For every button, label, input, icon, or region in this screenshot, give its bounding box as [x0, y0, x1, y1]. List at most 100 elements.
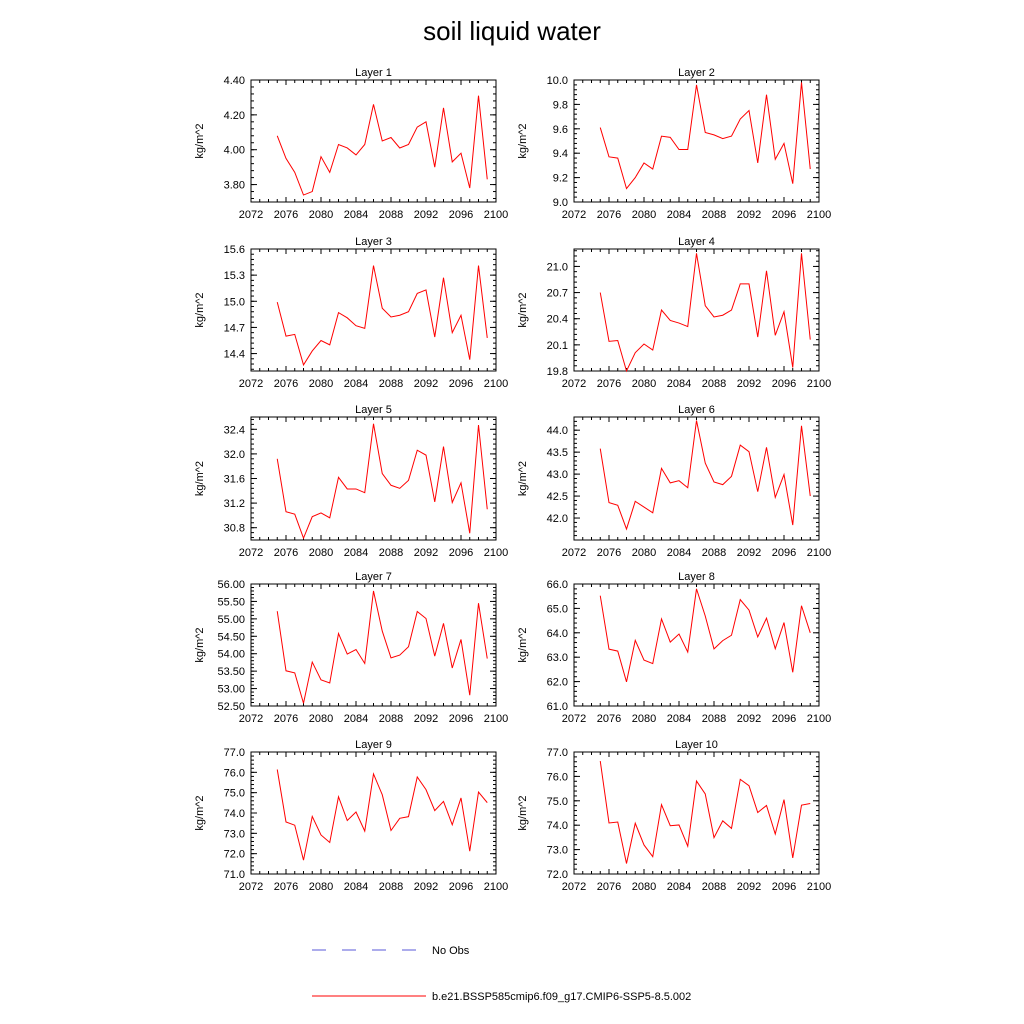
x-tick-label: 2076	[274, 881, 298, 893]
y-tick-label: 76.0	[547, 771, 568, 783]
x-tick-label: 2088	[702, 713, 726, 725]
y-tick-label: 76.0	[224, 767, 245, 779]
x-tick-label: 2084	[667, 881, 691, 893]
x-tick-label: 2100	[807, 547, 831, 559]
y-tick-label: 32.0	[224, 449, 245, 461]
x-tick-label: 2096	[772, 713, 796, 725]
x-tick-label: 2096	[772, 881, 796, 893]
series-line-1	[599, 760, 811, 864]
y-axis-label: kg/m^2	[517, 292, 529, 327]
y-tick-label: 74.0	[547, 820, 568, 832]
x-tick-label: 2084	[667, 713, 691, 725]
series-line-1	[599, 82, 811, 190]
x-tick-label: 2076	[597, 209, 621, 221]
series-line-1	[276, 265, 488, 367]
x-tick-label: 2080	[632, 209, 656, 221]
series-line-1	[276, 769, 488, 861]
x-tick-label: 2096	[772, 209, 796, 221]
x-tick-label: 2096	[449, 547, 473, 559]
y-tick-label: 10.0	[547, 75, 568, 87]
y-tick-label: 42.5	[547, 491, 568, 503]
y-tick-label: 19.8	[547, 366, 568, 378]
y-tick-label: 52.50	[217, 701, 245, 713]
y-tick-label: 71.0	[224, 869, 245, 881]
panel-title: Layer 8	[678, 571, 715, 583]
x-tick-label: 2084	[667, 378, 691, 390]
x-tick-label: 2092	[414, 378, 438, 390]
y-tick-label: 75.0	[547, 796, 568, 808]
x-tick-label: 2072	[239, 378, 263, 390]
y-axis-label: kg/m^2	[194, 627, 206, 662]
x-tick-label: 2072	[239, 209, 263, 221]
y-tick-label: 62.0	[547, 677, 568, 689]
panel-title: Layer 1	[355, 67, 392, 79]
y-tick-label: 74.0	[224, 808, 245, 820]
x-tick-label: 2088	[702, 881, 726, 893]
x-tick-label: 2080	[309, 881, 333, 893]
x-tick-label: 2076	[597, 713, 621, 725]
x-tick-label: 2100	[807, 881, 831, 893]
y-tick-label: 43.5	[547, 447, 568, 459]
x-tick-label: 2076	[274, 713, 298, 725]
x-tick-label: 2092	[414, 209, 438, 221]
x-tick-label: 2088	[379, 547, 403, 559]
x-tick-label: 2096	[449, 881, 473, 893]
y-tick-label: 4.00	[224, 145, 245, 157]
legend-no-obs-label: No Obs	[432, 945, 470, 957]
x-tick-label: 2092	[737, 378, 761, 390]
x-tick-label: 2100	[484, 713, 508, 725]
y-tick-label: 4.40	[224, 75, 245, 87]
x-tick-label: 2092	[737, 713, 761, 725]
x-tick-label: 2096	[772, 378, 796, 390]
plot-frame	[250, 416, 497, 541]
y-tick-label: 72.0	[547, 869, 568, 881]
x-tick-label: 2076	[597, 547, 621, 559]
x-tick-label: 2076	[274, 378, 298, 390]
y-tick-label: 20.4	[547, 314, 568, 326]
panel-7: Layer 7 2072 2076 2080 2084 2088 2092 2096 2100 5…	[194, 571, 508, 725]
panel-title: Layer 5	[355, 404, 392, 416]
x-tick-label: 2072	[562, 713, 586, 725]
y-tick-label: 53.50	[217, 666, 245, 678]
panel-10: Layer 10 2072 2076 2080 2084 2088 2092 2096 2100…	[517, 739, 831, 893]
x-tick-label: 2092	[414, 713, 438, 725]
panel-title: Layer 4	[678, 236, 715, 248]
y-tick-label: 9.2	[553, 173, 568, 185]
x-tick-label: 2084	[344, 881, 368, 893]
x-tick-label: 2100	[807, 378, 831, 390]
x-tick-label: 2092	[414, 547, 438, 559]
plot-frame	[573, 79, 820, 203]
y-tick-label: 21.0	[547, 261, 568, 273]
y-tick-label: 15.0	[224, 296, 245, 308]
x-tick-label: 2080	[632, 547, 656, 559]
y-tick-label: 61.0	[547, 701, 568, 713]
x-tick-label: 2084	[344, 713, 368, 725]
x-tick-label: 2092	[737, 881, 761, 893]
x-tick-label: 2100	[484, 209, 508, 221]
y-tick-label: 64.0	[547, 628, 568, 640]
panel-title: Layer 7	[355, 571, 392, 583]
y-tick-label: 9.0	[553, 197, 568, 209]
x-tick-label: 2096	[449, 209, 473, 221]
panel-title: Layer 2	[678, 67, 715, 79]
plot-frame	[250, 79, 497, 203]
series-line-1	[276, 590, 488, 704]
plot-frame	[250, 751, 497, 875]
x-tick-label: 2076	[274, 547, 298, 559]
panel-6: Layer 6 2072 2076 2080 2084 2088 2092 2096 2100 4…	[517, 404, 831, 559]
x-tick-label: 2080	[632, 881, 656, 893]
panel-title: Layer 6	[678, 404, 715, 416]
x-tick-label: 2088	[379, 713, 403, 725]
y-tick-label: 54.50	[217, 631, 245, 643]
x-tick-label: 2072	[562, 378, 586, 390]
y-tick-label: 15.3	[224, 270, 245, 282]
x-tick-label: 2076	[597, 378, 621, 390]
x-tick-label: 2076	[597, 881, 621, 893]
x-tick-label: 2084	[667, 547, 691, 559]
y-tick-label: 14.4	[224, 349, 245, 361]
y-tick-label: 20.7	[547, 288, 568, 300]
y-axis-label: kg/m^2	[194, 292, 206, 327]
y-tick-label: 3.80	[224, 180, 245, 192]
y-tick-label: 63.0	[547, 652, 568, 664]
y-tick-label: 14.7	[224, 322, 245, 334]
